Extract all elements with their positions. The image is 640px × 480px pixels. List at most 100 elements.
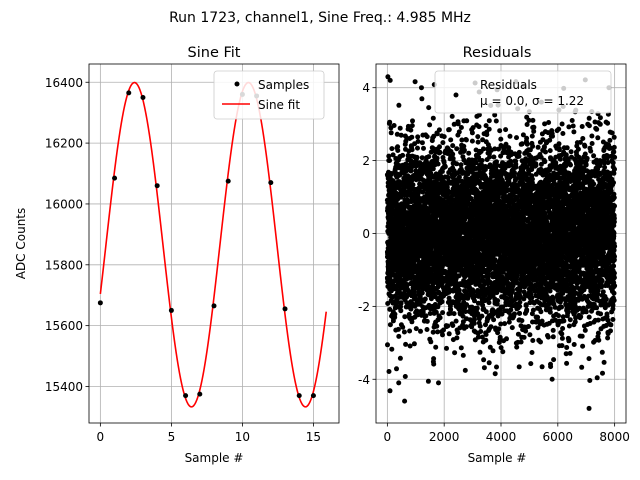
residual-point bbox=[385, 342, 390, 348]
sine-fit-curve bbox=[99, 81, 328, 408]
residual-point bbox=[419, 290, 425, 296]
residual-point bbox=[389, 146, 395, 152]
sample-point bbox=[225, 178, 231, 184]
residual-point bbox=[413, 326, 419, 332]
residual-point bbox=[428, 296, 434, 302]
residual-point bbox=[481, 365, 487, 371]
residual-point bbox=[441, 327, 446, 333]
residual-point bbox=[392, 311, 398, 317]
residual-point bbox=[484, 132, 490, 138]
residual-point bbox=[461, 147, 467, 153]
sample-point bbox=[112, 175, 118, 181]
residual-point bbox=[434, 323, 440, 329]
residual-point bbox=[494, 364, 499, 370]
residual-point bbox=[524, 135, 530, 141]
sine-fit-y-axis-label: ADC Counts bbox=[14, 208, 28, 280]
residual-point bbox=[453, 318, 459, 324]
residual-point bbox=[419, 140, 425, 146]
x-tick-label: 5 bbox=[168, 430, 176, 444]
residual-point bbox=[442, 164, 448, 170]
residual-point bbox=[456, 129, 462, 135]
residual-point bbox=[435, 161, 441, 167]
residual-point bbox=[419, 155, 425, 161]
residual-point bbox=[435, 304, 441, 310]
residual-point bbox=[514, 135, 519, 141]
residual-point bbox=[507, 133, 513, 139]
residual-point bbox=[486, 300, 492, 306]
sample-point bbox=[126, 90, 132, 96]
legend-sine-fit-label: Sine fit bbox=[258, 98, 300, 112]
x-tick-label: 6000 bbox=[543, 430, 574, 444]
residual-point bbox=[409, 147, 415, 153]
residual-point bbox=[433, 309, 439, 315]
residual-point bbox=[415, 139, 421, 144]
sample-point bbox=[154, 183, 160, 189]
x-tick-label: 2000 bbox=[429, 430, 460, 444]
residual-point bbox=[496, 326, 502, 332]
residual-point bbox=[410, 182, 416, 188]
residual-point bbox=[439, 299, 445, 305]
residual-point bbox=[385, 74, 391, 80]
residual-point bbox=[415, 312, 421, 318]
residual-point bbox=[437, 144, 442, 150]
sample-point bbox=[296, 393, 302, 399]
residual-point bbox=[422, 296, 428, 302]
residual-point bbox=[394, 131, 400, 137]
residual-point bbox=[449, 113, 455, 119]
residual-point bbox=[431, 290, 437, 296]
residual-point bbox=[518, 339, 524, 345]
residual-point bbox=[491, 154, 497, 160]
residual-point bbox=[433, 344, 439, 350]
residual-point bbox=[454, 146, 460, 152]
residual-point bbox=[475, 139, 481, 145]
residual-point bbox=[450, 323, 456, 328]
residual-point bbox=[521, 334, 527, 340]
residual-point bbox=[463, 137, 469, 143]
residual-point bbox=[411, 341, 417, 347]
residual-point bbox=[477, 323, 483, 329]
residual-point bbox=[430, 166, 436, 172]
residual-point bbox=[514, 344, 520, 350]
residual-point bbox=[469, 138, 475, 144]
sample-point bbox=[183, 393, 189, 399]
x-tick-label: 0 bbox=[97, 430, 105, 444]
residual-point bbox=[448, 137, 454, 143]
y-tick-label: 2 bbox=[362, 154, 370, 168]
residual-point bbox=[474, 305, 480, 311]
residual-point bbox=[497, 128, 503, 134]
y-tick-label: 16400 bbox=[45, 76, 83, 90]
residual-point bbox=[487, 154, 493, 160]
residual-point bbox=[426, 154, 432, 160]
residual-point bbox=[401, 329, 407, 335]
residual-point bbox=[477, 349, 483, 355]
residual-point bbox=[398, 308, 404, 314]
residual-point bbox=[386, 153, 392, 159]
residual-point bbox=[472, 316, 477, 322]
residual-point bbox=[510, 287, 515, 293]
sample-point bbox=[168, 307, 174, 313]
x-tick-label: 15 bbox=[306, 430, 321, 444]
residual-point bbox=[390, 152, 396, 158]
residual-point bbox=[414, 154, 420, 160]
residual-point bbox=[492, 371, 498, 377]
figure-title: Run 1723, channel1, Sine Freq.: 4.985 MH… bbox=[169, 10, 471, 26]
residual-point bbox=[403, 341, 409, 347]
residual-point bbox=[427, 122, 433, 128]
residual-point bbox=[446, 127, 452, 133]
residual-point bbox=[479, 158, 485, 163]
x-tick-label: 10 bbox=[235, 430, 250, 444]
residual-point bbox=[413, 293, 418, 299]
residual-point bbox=[450, 143, 456, 149]
residual-point bbox=[463, 324, 469, 330]
residual-point bbox=[395, 326, 401, 332]
residual-point bbox=[389, 346, 395, 352]
residual-point bbox=[430, 115, 436, 121]
residual-point bbox=[491, 317, 497, 323]
residual-point bbox=[476, 124, 482, 130]
residual-point bbox=[450, 151, 456, 157]
residual-point bbox=[415, 145, 420, 151]
residual-point bbox=[486, 273, 491, 279]
